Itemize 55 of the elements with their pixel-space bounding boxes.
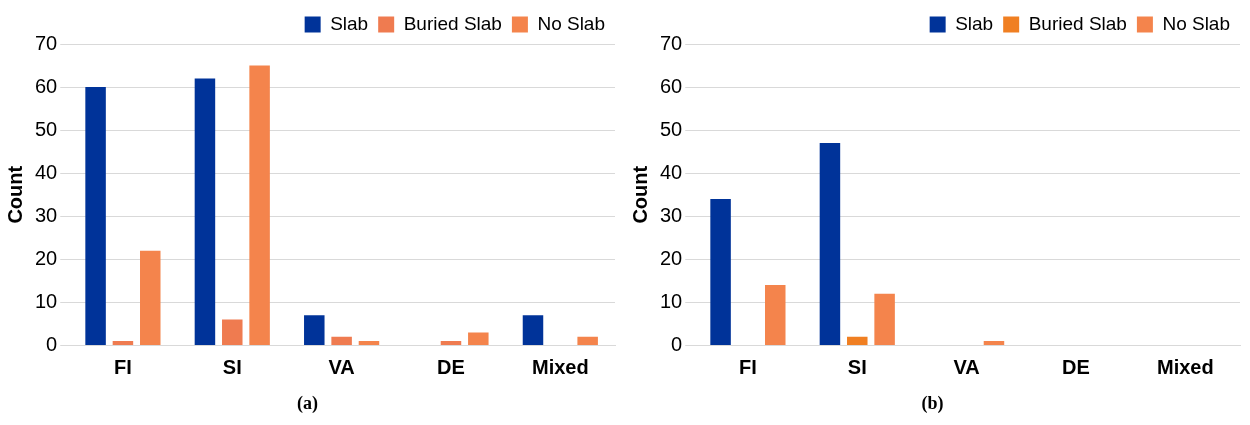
legend-label: Buried Slab — [1028, 12, 1127, 34]
y-tick-label: 30 — [35, 203, 58, 226]
bar — [819, 143, 841, 345]
y-tick-label: 60 — [660, 74, 683, 97]
bar — [112, 341, 134, 345]
text: (b) — [921, 392, 944, 414]
x-tick-label: VA — [953, 355, 980, 378]
y-tick-label: 30 — [660, 203, 683, 226]
x-tick-label: DE — [1062, 355, 1090, 378]
y-tick-label: 0 — [46, 332, 58, 355]
legend-label: No Slab — [1162, 12, 1231, 34]
bar — [222, 319, 243, 345]
bar — [85, 87, 106, 345]
y-tick-label: 20 — [35, 246, 58, 269]
x-tick-label: Mixed — [1156, 355, 1214, 378]
y-tick-label: 40 — [660, 160, 683, 183]
x-tick-label: Mixed — [531, 355, 589, 378]
x-tick-label: VA — [328, 355, 355, 378]
y-tick-label: 10 — [660, 289, 683, 312]
legend-label: No Slab — [537, 12, 606, 34]
x-tick-label: FI — [739, 355, 757, 378]
y-tick-label: 70 — [660, 31, 683, 54]
bar — [194, 78, 216, 345]
bar — [847, 336, 868, 345]
x-tick-label: DE — [437, 355, 465, 378]
bar — [710, 199, 731, 345]
y-tick-label: 20 — [660, 246, 683, 269]
x-tick-label: SI — [222, 355, 242, 378]
text: (a) — [297, 392, 318, 414]
legend-label: Buried Slab — [403, 12, 502, 34]
y-tick-label: 70 — [35, 31, 58, 54]
bar — [249, 65, 270, 345]
y-tick-label: 60 — [35, 74, 58, 97]
bar — [440, 341, 462, 345]
x-tick-label: SI — [847, 355, 867, 378]
y-axis-title: Count — [3, 165, 26, 224]
bar — [331, 336, 352, 345]
y-tick-label: 50 — [660, 117, 683, 140]
bar — [874, 293, 895, 345]
bar — [468, 332, 489, 345]
bar — [358, 341, 380, 345]
x-tick-label: FI — [114, 355, 132, 378]
bar — [765, 285, 786, 345]
y-tick-label: 10 — [35, 289, 58, 312]
legend-label: Slab — [330, 12, 369, 34]
y-tick-label: 0 — [671, 332, 683, 355]
y-axis-title: Count — [628, 165, 651, 224]
bar — [522, 315, 544, 345]
bar — [304, 315, 325, 345]
legend-label: Slab — [955, 12, 994, 34]
bar — [577, 336, 598, 345]
bar — [140, 250, 161, 345]
bar — [983, 341, 1005, 345]
y-tick-label: 50 — [35, 117, 58, 140]
y-tick-label: 40 — [35, 160, 58, 183]
